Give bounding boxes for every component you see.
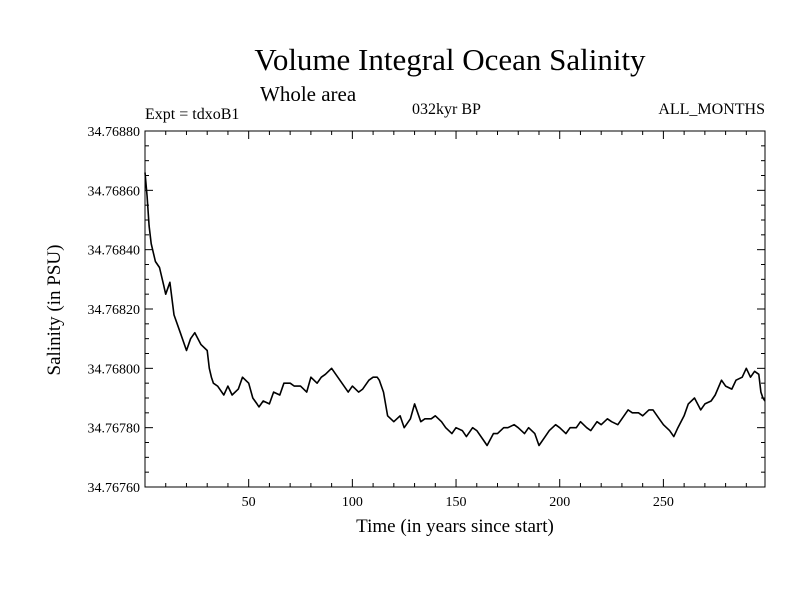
y-tick-label: 34.76780 — [88, 422, 141, 437]
period-label: 032kyr BP — [412, 101, 481, 118]
y-tick-label: 34.76880 — [88, 125, 141, 140]
experiment-label: Expt = tdxoB1 — [145, 106, 240, 123]
y-tick-label: 34.76820 — [88, 303, 141, 318]
chart-title: Volume Integral Ocean Salinity — [254, 42, 646, 77]
series-line-salinity — [144, 172, 766, 447]
x-tick-label: 250 — [653, 495, 674, 510]
x-tick-label: 200 — [549, 495, 570, 510]
y-tick-label: 34.76860 — [88, 184, 141, 199]
chart-subtitle: Whole area — [260, 82, 357, 106]
months-label: ALL_MONTHS — [658, 101, 765, 118]
x-axis-label: Time (in years since start) — [356, 516, 554, 537]
x-ticks: 50 100 150 200 250 — [165, 131, 747, 510]
x-tick-label: 100 — [342, 495, 363, 510]
y-tick-label: 34.76840 — [88, 244, 141, 259]
x-tick-label: 50 — [242, 495, 256, 510]
y-ticks: 34.76760 34.76780 34.76800 34.76820 34.76840… — [88, 125, 765, 496]
y-tick-label: 34.76760 — [88, 481, 141, 496]
x-tick-label: 150 — [446, 495, 467, 510]
y-tick-label: 34.76800 — [88, 362, 141, 377]
